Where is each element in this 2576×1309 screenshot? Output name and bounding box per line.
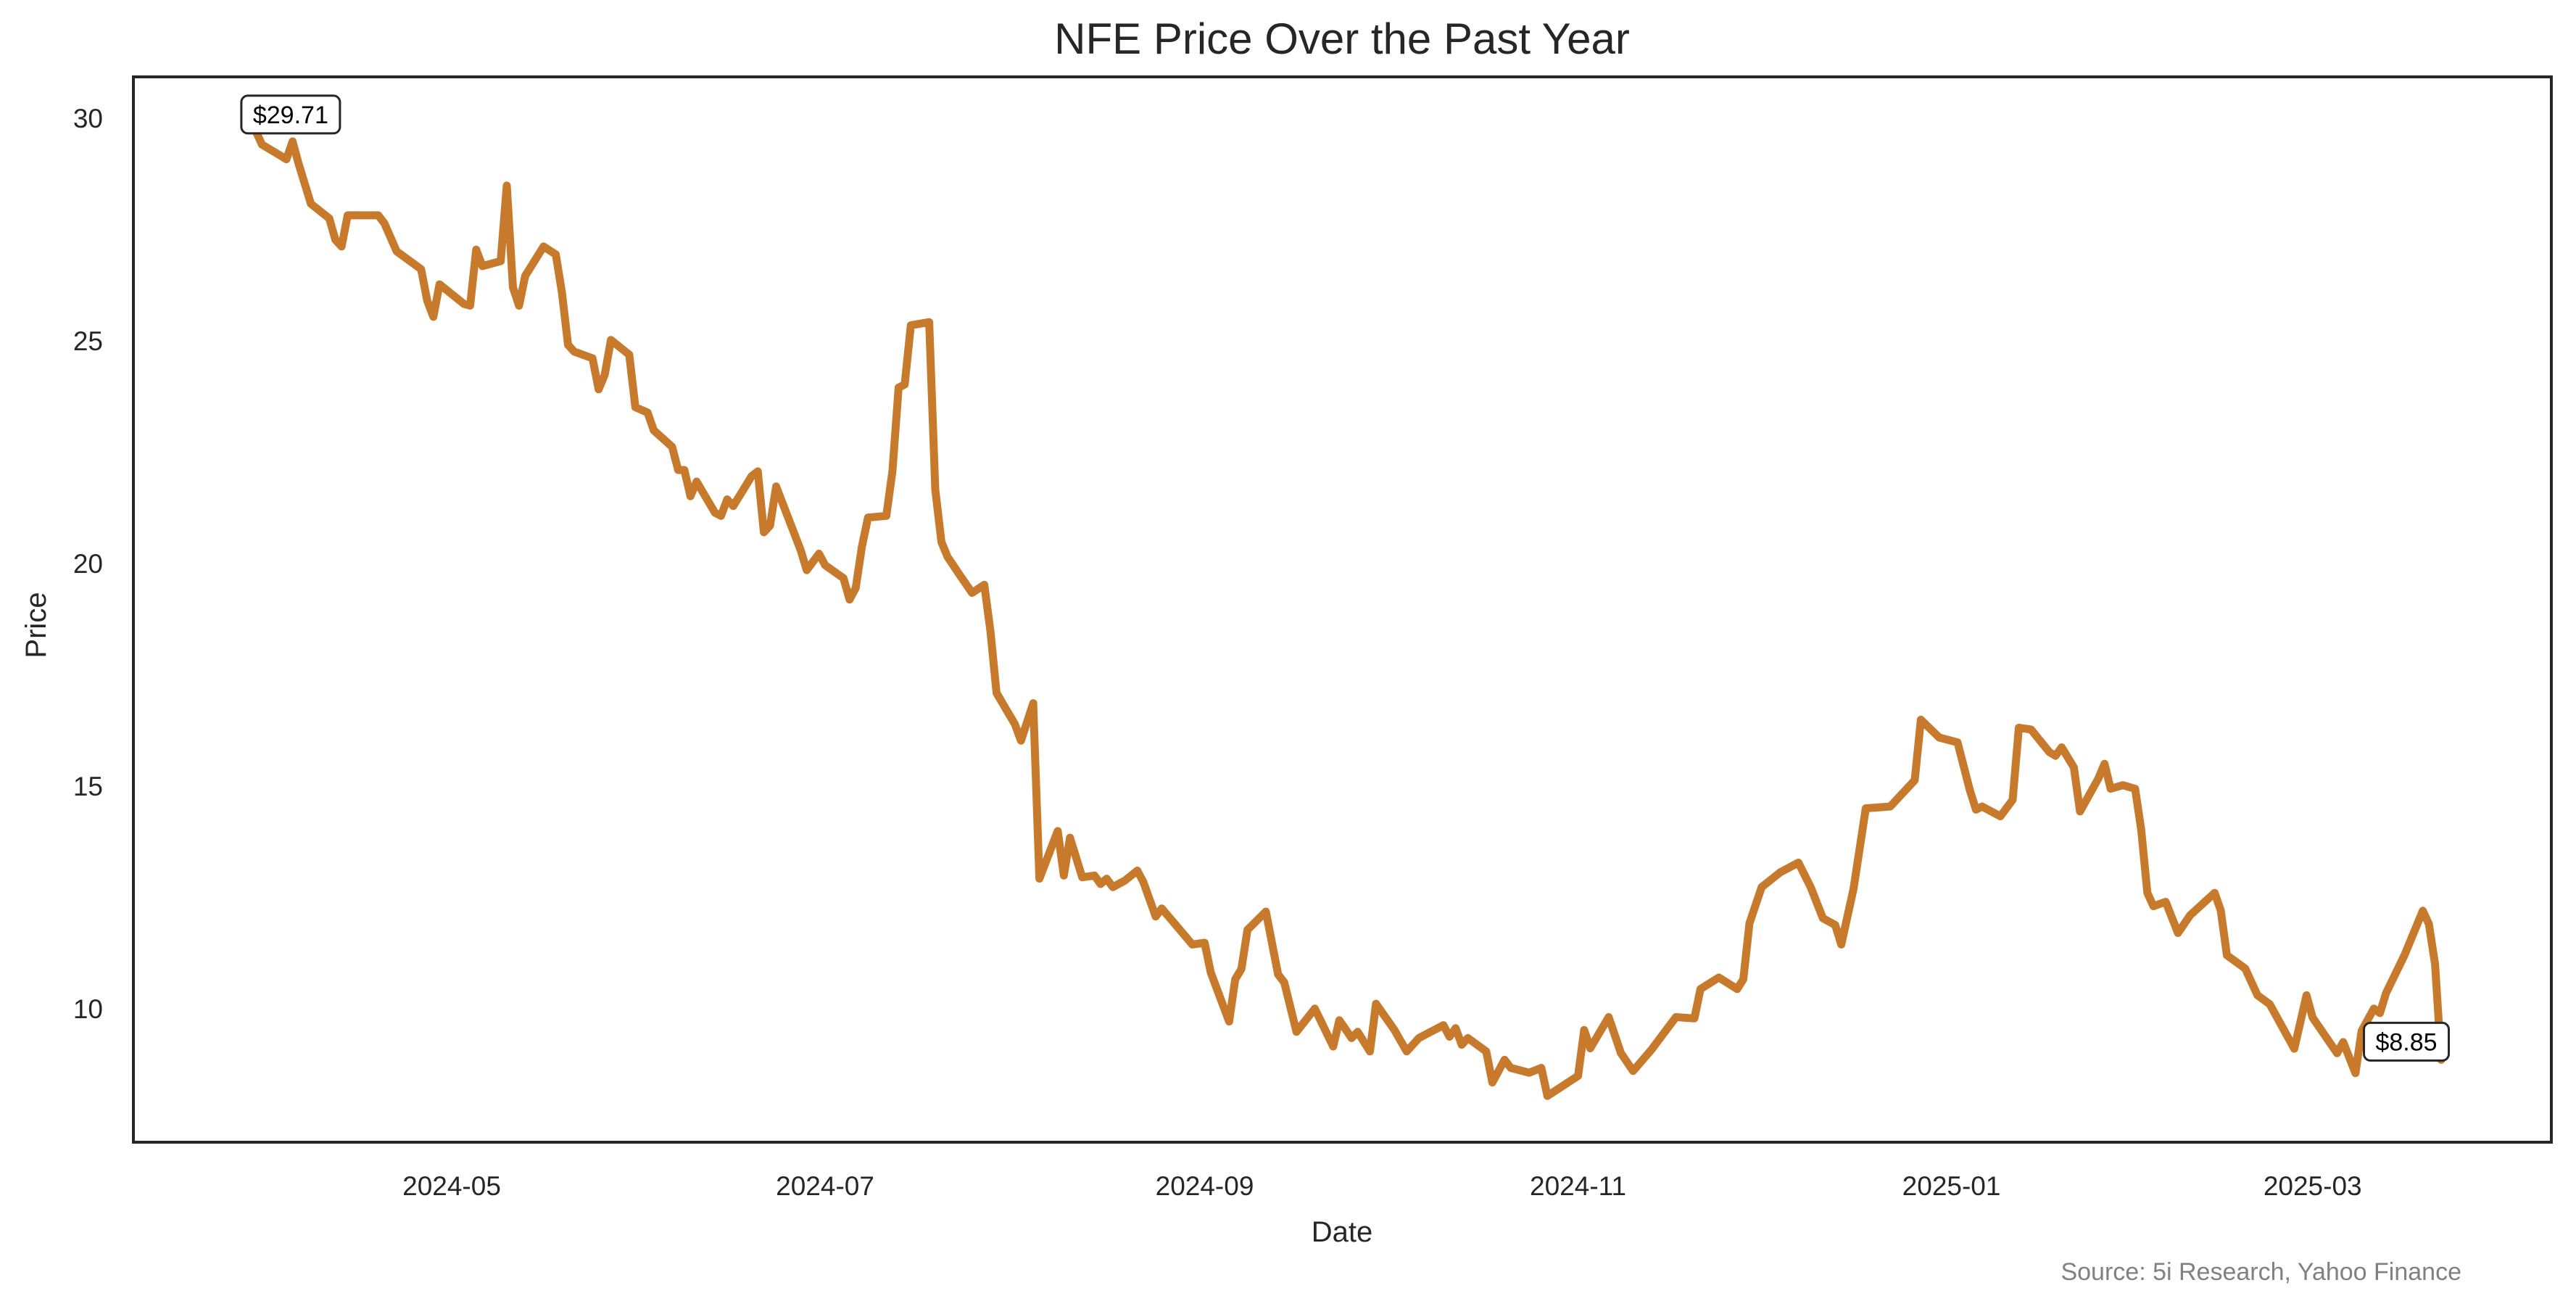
series-layer	[252, 127, 2445, 1100]
y-tick-label: 15	[73, 772, 103, 801]
annotations-layer: $29.71 $8.85	[240, 94, 2451, 1062]
plot-frame	[132, 75, 2553, 1144]
source-note: Source: 5i Research, Yahoo Finance	[2061, 1258, 2461, 1286]
x-tick-label: 2025-01	[1902, 1171, 2001, 1201]
x-tick-label: 2024-07	[776, 1171, 874, 1201]
x-tick-label: 2024-11	[1530, 1171, 1626, 1201]
annotation-label: $8.85	[2375, 1028, 2437, 1056]
annotation-box	[240, 94, 341, 135]
y-tick-label: 10	[73, 994, 103, 1024]
chart-title: NFE Price Over the Past Year	[1054, 15, 1630, 63]
x-tick-label: 2024-09	[1156, 1171, 1254, 1201]
y-tick-label: 30	[73, 104, 103, 133]
annotation-label: $29.71	[253, 102, 328, 129]
y-axis-label: Price	[20, 592, 52, 658]
y-tick-label: 25	[73, 326, 103, 356]
x-tick-label: 2025-03	[2264, 1171, 2362, 1201]
y-tick-label: 20	[73, 549, 103, 579]
x-axis-label: Date	[1312, 1216, 1373, 1248]
annotation-box	[2363, 1021, 2451, 1062]
x-tick-label: 2024-05	[402, 1171, 501, 1201]
price-annotation: $29.71	[240, 94, 341, 135]
y-axis-ticks: 10 15 20 25 30	[73, 104, 103, 1024]
x-axis-ticks: 2024-05 2024-07 2024-09 2024-11 2025-01 2025-…	[402, 1171, 2361, 1201]
price-annotation: $8.85	[2363, 1021, 2451, 1062]
